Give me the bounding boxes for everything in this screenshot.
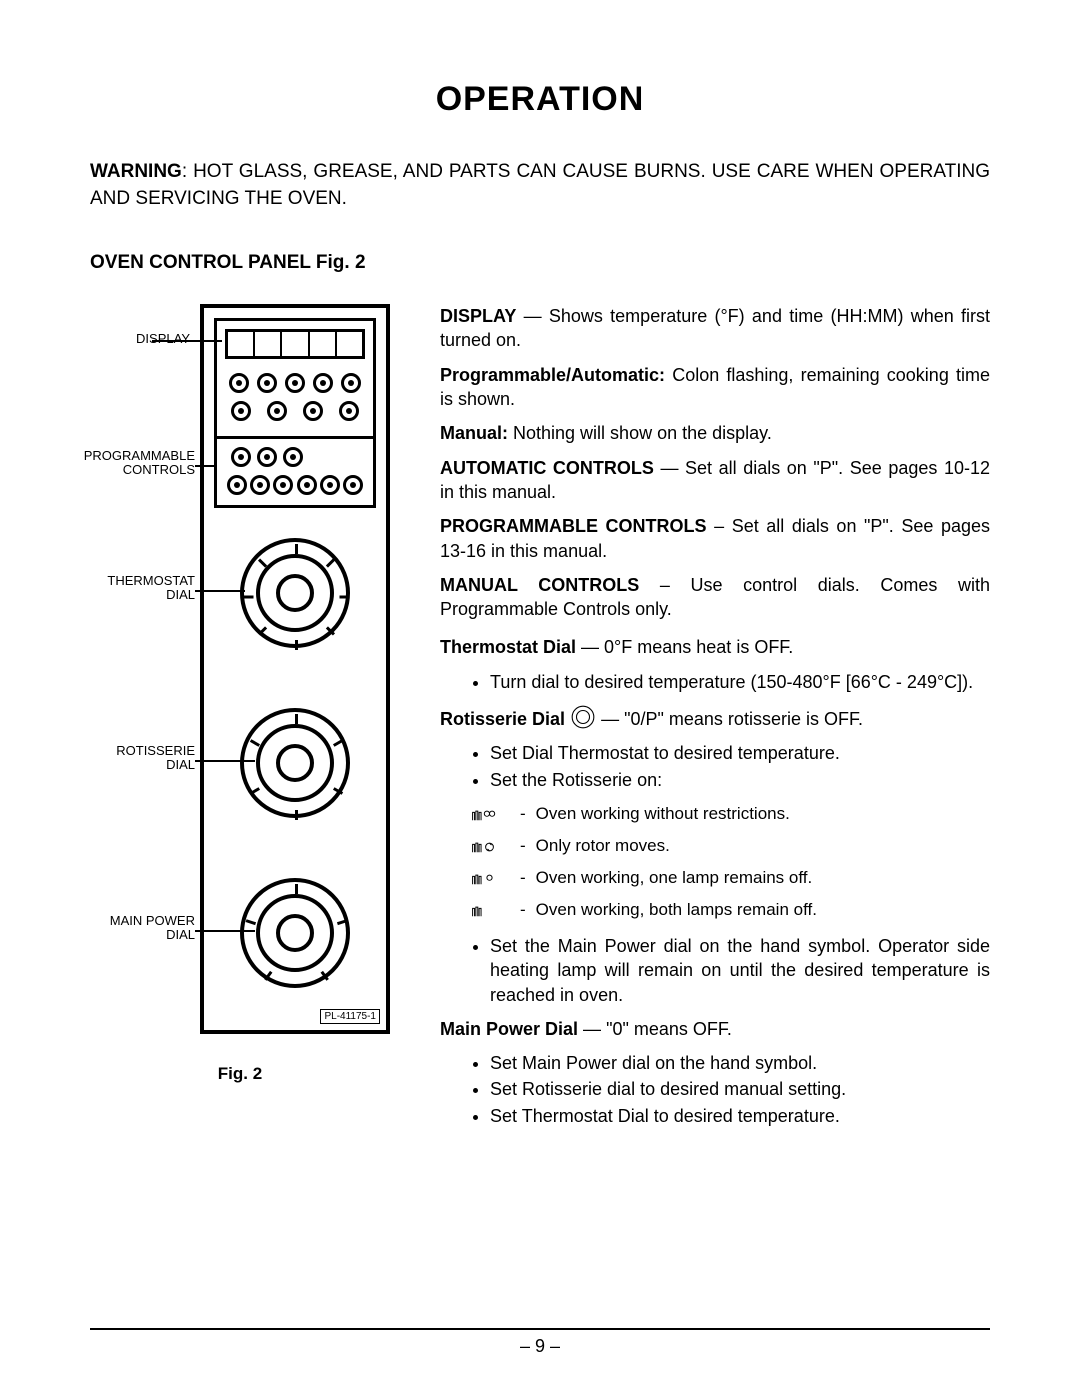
rotisserie-lead: "0/P" means rotisserie is OFF. xyxy=(624,709,863,729)
display-manual-text: Nothing will show on the display. xyxy=(508,423,772,443)
diagram-part-number: PL-41175-1 xyxy=(320,1009,380,1024)
description-column: DISPLAY — Shows temperature (°F) and tim… xyxy=(440,304,990,1138)
icon-row-2: - Only rotor moves. xyxy=(470,834,990,860)
prog-paragraph: PROGRAMMABLE CONTROLS – Set all dials on… xyxy=(440,514,990,563)
callout-display-text: DISPLAY xyxy=(136,331,190,346)
hand-icon xyxy=(470,898,510,924)
auto-label: AUTOMATIC CONTROLS xyxy=(440,458,654,478)
callout-rotisserie: ROTISSERIE DIAL xyxy=(90,744,195,773)
panel-top-module xyxy=(214,318,376,508)
icon-row-4: - Oven working, both lamps remain off. xyxy=(470,898,990,924)
page-number: – 9 – xyxy=(520,1336,560,1356)
callout-display: DISPLAY xyxy=(90,332,190,346)
knob-row-3 xyxy=(225,447,365,467)
panel-heading: OVEN CONTROL PANEL Fig. 2 xyxy=(90,252,990,274)
display-prog-paragraph: Programmable/Automatic: Colon flashing, … xyxy=(440,363,990,412)
list-item: Set the Rotisserie on: xyxy=(490,768,990,792)
list-item: Set the Main Power dial on the hand symb… xyxy=(490,934,990,1007)
page-footer: – 9 – xyxy=(90,1328,990,1357)
list-item: Set Dial Thermostat to desired temperatu… xyxy=(490,741,990,765)
display-strip xyxy=(225,329,365,359)
hand-rotor-icon xyxy=(470,834,510,860)
callout-main-power: MAIN POWER DIAL xyxy=(90,914,195,943)
auto-paragraph: AUTOMATIC CONTROLS — Set all dials on "P… xyxy=(440,456,990,505)
rotisserie-tail-bullets: Set the Main Power dial on the hand symb… xyxy=(440,934,990,1007)
main-power-paragraph: Main Power Dial — "0" means OFF. xyxy=(440,1017,990,1041)
callout-rotisserie-text: ROTISSERIE DIAL xyxy=(116,743,195,772)
callout-programmable-text: PROGRAMMABLE CONTROLS xyxy=(84,448,195,477)
knob-row-2 xyxy=(225,401,365,421)
rotisserie-label: Rotisserie Dial xyxy=(440,709,565,729)
main-power-bullets: Set Main Power dial on the hand symbol. … xyxy=(440,1051,990,1128)
page: OPERATION WARNING: HOT GLASS, GREASE, AN… xyxy=(0,0,1080,1397)
manual-paragraph: MANUAL CONTROLS – Use control dials. Com… xyxy=(440,573,990,622)
warning-block: WARNING: HOT GLASS, GREASE, AND PARTS CA… xyxy=(90,159,990,212)
panel-outline: PL-41175-1 xyxy=(200,304,390,1034)
thermostat-bullets: Turn dial to desired temperature (150-48… xyxy=(440,670,990,694)
display-paragraph: DISPLAY — Shows temperature (°F) and tim… xyxy=(440,304,990,353)
thermostat-paragraph: Thermostat Dial — 0°F means heat is OFF. xyxy=(440,635,990,659)
list-item: Turn dial to desired temperature (150-48… xyxy=(490,670,990,694)
icon-row-3: - Oven working, one lamp remains off. xyxy=(470,866,990,892)
icon-line-text: Oven working, both lamps remain off. xyxy=(536,899,817,922)
prog-label: PROGRAMMABLE CONTROLS xyxy=(440,516,707,536)
warning-label: WARNING xyxy=(90,161,182,182)
rotisserie-paragraph: Rotisserie Dial — "0/P" means rotisserie… xyxy=(440,704,990,731)
warning-text: : HOT GLASS, GREASE, AND PARTS CAN CAUSE… xyxy=(90,161,990,209)
main-power-dial-graphic xyxy=(240,878,350,988)
main-power-label: Main Power Dial xyxy=(440,1019,578,1039)
thermostat-lead: 0°F means heat is OFF. xyxy=(604,637,793,657)
list-item: Set Thermostat Dial to desired temperatu… xyxy=(490,1104,990,1128)
display-label: DISPLAY xyxy=(440,306,516,326)
display-prog-label: Programmable/Automatic: xyxy=(440,365,665,385)
columns: PL-41175-1 DISPLAY PROGRAMMABLE CONTROLS… xyxy=(90,304,990,1138)
manual-label: MANUAL CONTROLS xyxy=(440,575,639,595)
thermostat-dial-graphic xyxy=(240,538,350,648)
rotisserie-dial-graphic xyxy=(240,708,350,818)
figure-caption: Fig. 2 xyxy=(90,1064,390,1084)
knob-row-1 xyxy=(225,373,365,393)
icon-line-text: Oven working without restrictions. xyxy=(536,803,790,826)
icon-line-text: Oven working, one lamp remains off. xyxy=(536,867,813,890)
callout-programmable: PROGRAMMABLE CONTROLS xyxy=(80,449,195,478)
rotisserie-icon xyxy=(570,704,596,730)
diagram-column: PL-41175-1 DISPLAY PROGRAMMABLE CONTROLS… xyxy=(90,304,390,1138)
icon-line-text: Only rotor moves. xyxy=(536,835,670,858)
hand-one-bulb-icon xyxy=(470,866,510,892)
page-title: OPERATION xyxy=(90,80,990,119)
thermostat-label: Thermostat Dial xyxy=(440,637,576,657)
rotisserie-bullets: Set Dial Thermostat to desired temperatu… xyxy=(440,741,990,792)
display-manual-label: Manual: xyxy=(440,423,508,443)
main-power-lead: "0" means OFF. xyxy=(606,1019,732,1039)
callout-thermostat: THERMOSTAT DIAL xyxy=(80,574,195,603)
knob-row-4 xyxy=(225,475,365,495)
hand-two-bulbs-icon xyxy=(470,802,510,828)
list-item: Set Rotisserie dial to desired manual se… xyxy=(490,1077,990,1101)
callout-main-power-text: MAIN POWER DIAL xyxy=(110,913,195,942)
list-item: Set Main Power dial on the hand symbol. xyxy=(490,1051,990,1075)
display-manual-paragraph: Manual: Nothing will show on the display… xyxy=(440,421,990,445)
callout-thermostat-text: THERMOSTAT DIAL xyxy=(107,573,195,602)
icon-row-1: - Oven working without restrictions. xyxy=(470,802,990,828)
